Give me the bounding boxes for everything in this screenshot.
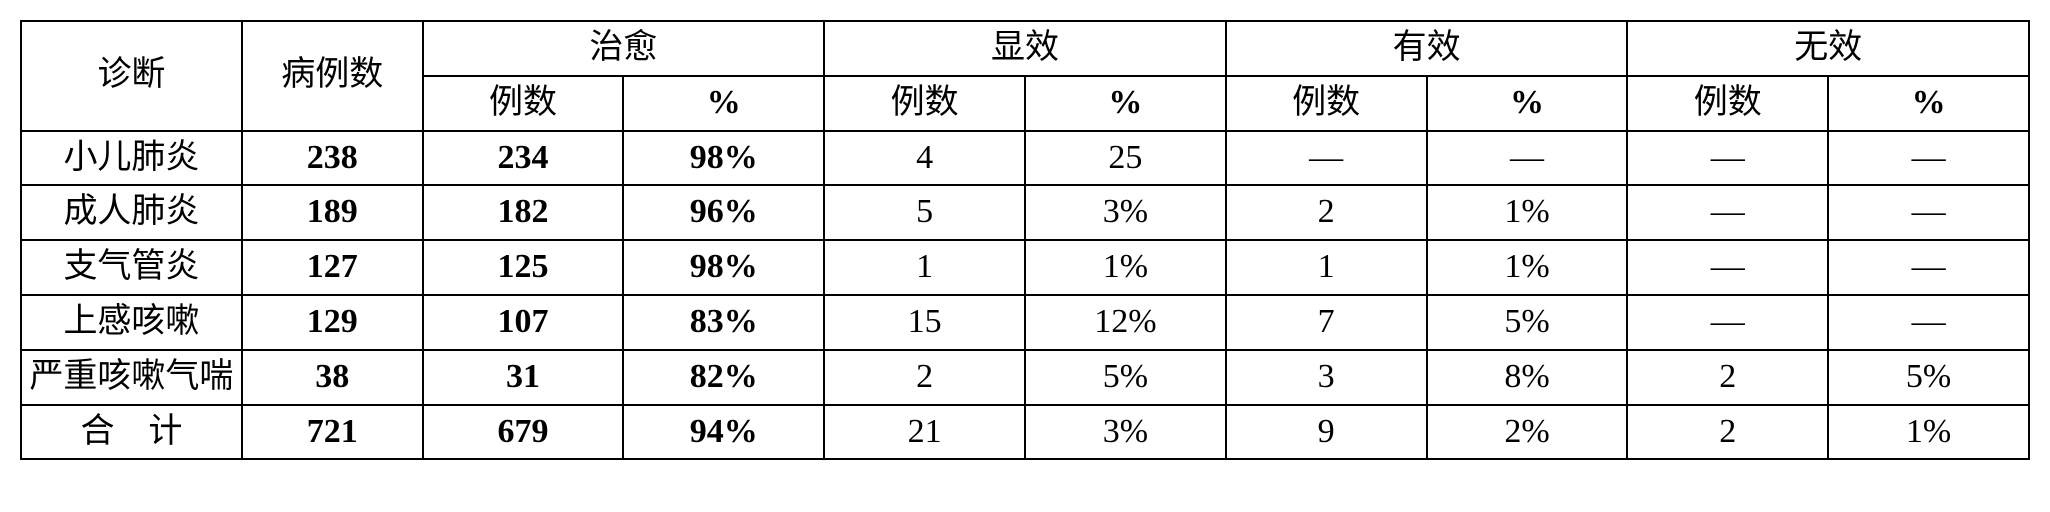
cell-g1-pct: 1%	[1025, 240, 1226, 295]
cell-g3-pct: —	[1828, 240, 2029, 295]
cell-diagnosis: 合 计	[21, 405, 242, 460]
cell-g0-pct: 94%	[623, 405, 824, 460]
header-diagnosis: 诊断	[21, 21, 242, 131]
header-cured-count: 例数	[423, 76, 624, 131]
cell-g3-pct: 1%	[1828, 405, 2029, 460]
cell-g1-count: 15	[824, 295, 1025, 350]
cell-g2-pct: 2%	[1427, 405, 1628, 460]
header-group-ineffective: 无效	[1627, 21, 2029, 76]
cell-g0-pct: 98%	[623, 131, 824, 186]
table-row: 支气管炎 127 125 98% 1 1% 1 1% — —	[21, 240, 2029, 295]
header-cured-pct: %	[623, 76, 824, 131]
header-marked-count: 例数	[824, 76, 1025, 131]
clinical-results-table: 诊断 病例数 治愈 显效 有效 无效 例数 % 例数 % 例数 % 例数 % 小…	[20, 20, 2030, 460]
cell-g2-pct: 1%	[1427, 185, 1628, 240]
cell-g1-count: 1	[824, 240, 1025, 295]
cell-diagnosis: 严重咳嗽气喘	[21, 350, 242, 405]
cell-g3-count: —	[1627, 295, 1828, 350]
header-group-marked: 显效	[824, 21, 1226, 76]
cell-g1-pct: 5%	[1025, 350, 1226, 405]
cell-g0-pct: 98%	[623, 240, 824, 295]
cell-g3-count: 2	[1627, 405, 1828, 460]
cell-g1-pct: 25	[1025, 131, 1226, 186]
cell-g0-count: 107	[423, 295, 624, 350]
cell-g2-count: —	[1226, 131, 1427, 186]
cell-g3-pct: 5%	[1828, 350, 2029, 405]
header-marked-pct: %	[1025, 76, 1226, 131]
cell-diagnosis: 上感咳嗽	[21, 295, 242, 350]
cell-cases: 129	[242, 295, 423, 350]
cell-g0-count: 234	[423, 131, 624, 186]
table-header: 诊断 病例数 治愈 显效 有效 无效 例数 % 例数 % 例数 % 例数 %	[21, 21, 2029, 131]
cell-cases: 38	[242, 350, 423, 405]
cell-g3-count: —	[1627, 185, 1828, 240]
cell-g3-count: —	[1627, 240, 1828, 295]
cell-g2-count: 9	[1226, 405, 1427, 460]
table-row: 成人肺炎 189 182 96% 5 3% 2 1% — —	[21, 185, 2029, 240]
cell-g1-count: 4	[824, 131, 1025, 186]
header-group-effective: 有效	[1226, 21, 1628, 76]
cell-g3-pct: —	[1828, 185, 2029, 240]
cell-g0-pct: 83%	[623, 295, 824, 350]
cell-diagnosis: 支气管炎	[21, 240, 242, 295]
cell-g1-pct: 3%	[1025, 185, 1226, 240]
header-ineffective-count: 例数	[1627, 76, 1828, 131]
cell-g1-count: 5	[824, 185, 1025, 240]
cell-g0-count: 125	[423, 240, 624, 295]
cell-g0-pct: 96%	[623, 185, 824, 240]
cell-g2-pct: 1%	[1427, 240, 1628, 295]
table-row-total: 合 计 721 679 94% 21 3% 9 2% 2 1%	[21, 405, 2029, 460]
cell-g0-count: 182	[423, 185, 624, 240]
cell-cases: 189	[242, 185, 423, 240]
cell-g2-count: 3	[1226, 350, 1427, 405]
cell-cases: 238	[242, 131, 423, 186]
cell-g0-pct: 82%	[623, 350, 824, 405]
cell-diagnosis: 成人肺炎	[21, 185, 242, 240]
header-ineffective-pct: %	[1828, 76, 2029, 131]
cell-g1-pct: 3%	[1025, 405, 1226, 460]
cell-g2-count: 2	[1226, 185, 1427, 240]
cell-g0-count: 679	[423, 405, 624, 460]
cell-cases: 127	[242, 240, 423, 295]
table-row: 上感咳嗽 129 107 83% 15 12% 7 5% — —	[21, 295, 2029, 350]
cell-g1-count: 2	[824, 350, 1025, 405]
cell-g1-count: 21	[824, 405, 1025, 460]
header-effective-count: 例数	[1226, 76, 1427, 131]
cell-g2-count: 1	[1226, 240, 1427, 295]
cell-diagnosis: 小儿肺炎	[21, 131, 242, 186]
cell-g3-count: —	[1627, 131, 1828, 186]
cell-g1-pct: 12%	[1025, 295, 1226, 350]
table-row: 严重咳嗽气喘 38 31 82% 2 5% 3 8% 2 5%	[21, 350, 2029, 405]
cell-g3-count: 2	[1627, 350, 1828, 405]
header-row-1: 诊断 病例数 治愈 显效 有效 无效	[21, 21, 2029, 76]
cell-g2-pct: 8%	[1427, 350, 1628, 405]
table-body: 小儿肺炎 238 234 98% 4 25 — — — — 成人肺炎 189 1…	[21, 131, 2029, 460]
header-group-cured: 治愈	[423, 21, 825, 76]
table-row: 小儿肺炎 238 234 98% 4 25 — — — —	[21, 131, 2029, 186]
cell-g2-pct: 5%	[1427, 295, 1628, 350]
cell-g0-count: 31	[423, 350, 624, 405]
header-effective-pct: %	[1427, 76, 1628, 131]
cell-cases: 721	[242, 405, 423, 460]
cell-g2-pct: —	[1427, 131, 1628, 186]
cell-g2-count: 7	[1226, 295, 1427, 350]
cell-g3-pct: —	[1828, 131, 2029, 186]
header-cases: 病例数	[242, 21, 423, 131]
cell-g3-pct: —	[1828, 295, 2029, 350]
